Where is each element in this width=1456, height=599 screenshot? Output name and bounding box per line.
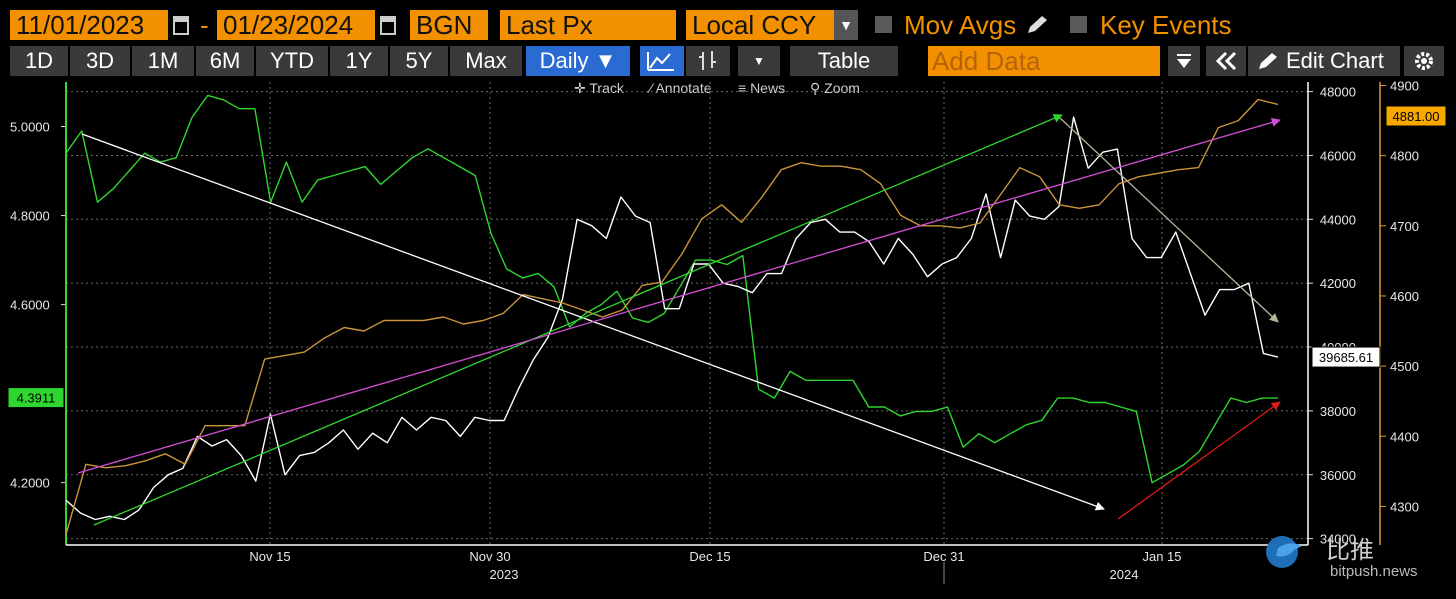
- left-last-value-tag: 4.3911: [17, 391, 56, 406]
- watermark-brand: 比推: [1326, 537, 1374, 564]
- year-label: 2024: [1110, 567, 1139, 582]
- right2-last-value-tag-box: [1385, 105, 1447, 127]
- start-calendar-icon[interactable]: [173, 14, 189, 36]
- filter-dropdown-icon[interactable]: [1168, 46, 1200, 76]
- right-axis-2-label: 4700: [1390, 219, 1419, 234]
- range-max-button[interactable]: Max: [450, 46, 522, 76]
- rising-red-trend: [1117, 401, 1281, 520]
- rising-magenta-trend: [77, 117, 1281, 474]
- right-axis-2-label: 4300: [1390, 499, 1419, 514]
- track-tool[interactable]: ✛ Track: [574, 80, 624, 96]
- range-ytd-button[interactable]: YTD: [256, 46, 328, 76]
- chart-trendlines: [77, 114, 1281, 526]
- chart-grid: [66, 82, 1308, 545]
- zoom-tool[interactable]: ⚲ Zoom: [810, 80, 860, 96]
- bird-logo-icon: [1266, 536, 1302, 568]
- chart-labels: Nov 15 Nov 30 Dec 15 Dec 31 Jan 15 2023 2024 48…: [7, 79, 1447, 582]
- key-events-checkbox[interactable]: [1070, 16, 1087, 33]
- settings-gear-icon[interactable]: [1404, 46, 1444, 76]
- mov-avgs-checkbox[interactable]: [875, 16, 892, 33]
- edit-chart-label: Edit Chart: [1286, 48, 1384, 73]
- series-line-10y-yield: [65, 94, 1278, 484]
- mov-avgs-label[interactable]: Mov Avgs: [904, 10, 1017, 40]
- currency-selector[interactable]: Local CCY: [686, 10, 834, 40]
- x-tick-label: Dec 15: [689, 549, 730, 564]
- right1-last-value-tag-box: [1311, 346, 1381, 368]
- left-axis-label: 4.6000: [10, 298, 50, 313]
- x-tick-label: Nov 15: [249, 549, 290, 564]
- bar-chart-icon[interactable]: [686, 46, 730, 76]
- range-5y-button[interactable]: 5Y: [390, 46, 448, 76]
- watermark: [1258, 528, 1318, 577]
- news-tool[interactable]: ≡ News: [738, 80, 786, 96]
- watermark-url: bitpush.news: [1330, 563, 1418, 580]
- left-axis-label: 4.2000: [10, 476, 50, 491]
- range-6m-button[interactable]: 6M: [196, 46, 254, 76]
- edit-pencil-icon: [1259, 53, 1277, 69]
- x-tick-label: Dec 31: [923, 549, 964, 564]
- falling-yield-trend: [81, 133, 1105, 511]
- end-calendar-icon[interactable]: [380, 14, 396, 36]
- line-chart-icon[interactable]: [640, 46, 684, 76]
- left-axis-label: 5.0000: [10, 120, 50, 135]
- right-axis-1-label: 48000: [1320, 85, 1356, 100]
- left-axis-label: 4.8000: [10, 209, 50, 224]
- series-line-s-p-500: [65, 98, 1279, 535]
- range-1m-button[interactable]: 1M: [132, 46, 194, 76]
- start-date-field[interactable]: 11/01/2023: [10, 10, 168, 40]
- range-1d-button[interactable]: 1D: [10, 46, 68, 76]
- end-date-field[interactable]: 01/23/2024: [217, 10, 375, 40]
- add-data-input[interactable]: Add Data: [928, 46, 1160, 76]
- right-axis-2-label: 4800: [1390, 149, 1419, 164]
- right-axis-2-label: 4400: [1390, 429, 1419, 444]
- source-field[interactable]: BGN: [410, 10, 488, 40]
- x-tick-label: Jan 15: [1142, 549, 1181, 564]
- right-axis-1-label: 44000: [1320, 212, 1356, 227]
- series-line-btc: [65, 116, 1279, 521]
- chart-type-dropdown-icon[interactable]: ▼: [738, 46, 780, 76]
- table-button[interactable]: Table: [790, 46, 898, 76]
- right-axis-2-label: 4500: [1390, 359, 1419, 374]
- collapse-icon[interactable]: [1206, 46, 1246, 76]
- chart-series: [65, 94, 1279, 535]
- edit-chart-button[interactable]: Edit Chart: [1248, 46, 1400, 76]
- left-last-value-tag-box: [7, 387, 65, 409]
- rising-green-trend: [93, 114, 1063, 526]
- right-axis-1-label: 42000: [1320, 276, 1356, 291]
- periodicity-dropdown[interactable]: Daily ▼: [526, 46, 630, 76]
- right-axis-1-label: 46000: [1320, 148, 1356, 163]
- range-toolbar: 1D 3D 1M 6M YTD 1Y 5Y Max Daily ▼ ▼ Tabl…: [0, 44, 1456, 78]
- year-label: 2023: [490, 567, 519, 582]
- range-1y-button[interactable]: 1Y: [330, 46, 388, 76]
- right-axis-1-label: 36000: [1320, 468, 1356, 483]
- date-separator: -: [200, 10, 209, 40]
- right1-last-value-tag: 39685.61: [1319, 350, 1373, 365]
- x-tick-label: Nov 30: [469, 549, 510, 564]
- range-3d-button[interactable]: 3D: [70, 46, 130, 76]
- field-selector[interactable]: Last Px: [500, 10, 676, 40]
- right-axis-2-label: 4600: [1390, 289, 1419, 304]
- currency-dropdown-icon[interactable]: ▼: [834, 10, 858, 40]
- mov-avgs-pencil-icon[interactable]: [1024, 14, 1050, 36]
- falling-gray-trend: [1059, 117, 1279, 323]
- right-axis-1-label: 38000: [1320, 404, 1356, 419]
- right-axis-1-label: 40000: [1320, 340, 1356, 355]
- right-axis-2-label: 4900: [1390, 79, 1419, 94]
- annotate-tool[interactable]: ⁄ Annotate: [650, 80, 712, 96]
- chart-axes: [61, 82, 1386, 584]
- top-toolbar: 11/01/2023 - 01/23/2024 BGN Last Px Loca…: [0, 0, 1456, 44]
- key-events-label[interactable]: Key Events: [1100, 10, 1232, 40]
- right2-last-value-tag: 4881.00: [1393, 109, 1440, 124]
